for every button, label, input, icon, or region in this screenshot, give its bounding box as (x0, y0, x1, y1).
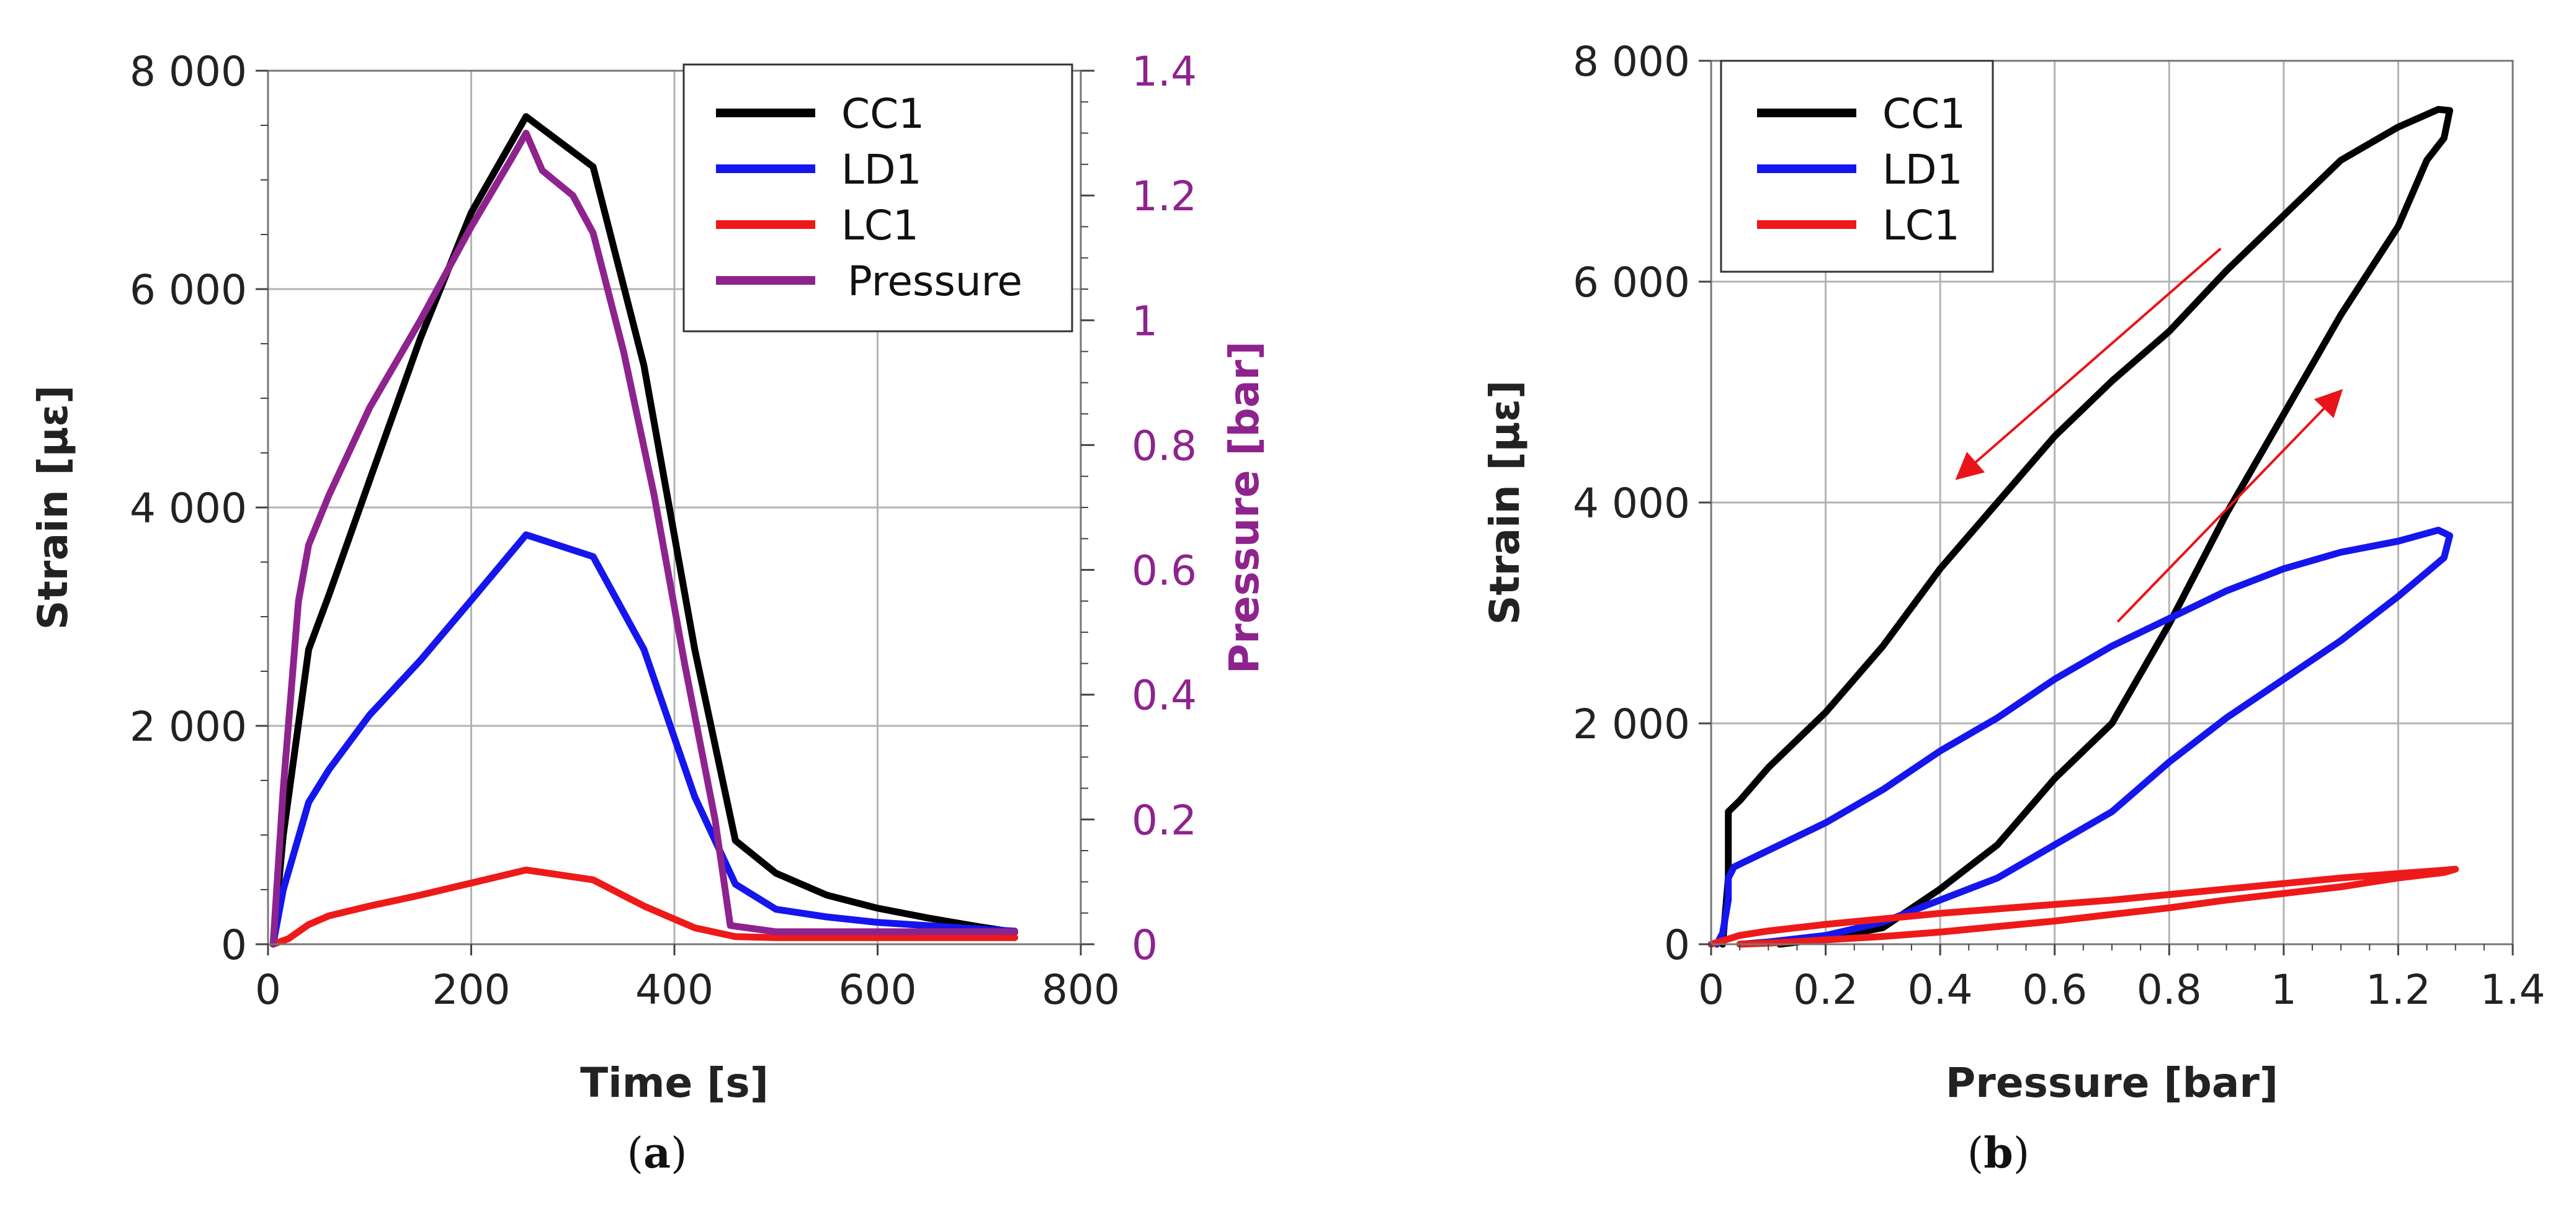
chart-b-x-tick-label: 1.2 (2366, 966, 2431, 1014)
chart-b-x-tick-label: 0 (1698, 966, 1724, 1014)
chart-a-y2-axis-title: Pressure [bar] (1220, 341, 1268, 674)
chart-b-x-axis-title: Pressure [bar] (1946, 1059, 2278, 1107)
chart-a-y-tick-label: 8 000 (130, 48, 247, 96)
chart-b-caption-letter: b (1983, 1128, 2013, 1178)
chart-b-x-tick-label: 1.4 (2480, 966, 2546, 1014)
chart-a-caption: (a) (627, 1128, 687, 1178)
chart-a-series-cc1 (269, 113, 1019, 948)
chart-a-y2-tick-label: 0 (1132, 921, 1158, 969)
chart-b-legend-label-ld1: LD1 (1882, 146, 1963, 194)
chart-a-y-tick-label: 6 000 (130, 266, 247, 314)
chart-b-x-tick-label: 0.6 (2022, 966, 2087, 1014)
chart-b: 0 0.2 0.4 0.6 0.8 1 1.2 1.4 0 2 000 4 000 6 000 8 00… (1481, 38, 2545, 1178)
chart-a-y2-tick-label: 1.2 (1132, 172, 1197, 220)
chart-b-y-tick-label: 0 (1664, 921, 1690, 969)
chart-b-x-tick-label: 0.4 (1908, 966, 1973, 1014)
chart-a-minor-ticks (261, 70, 1088, 945)
chart-a-legend-label-lc1: LC1 (841, 202, 919, 249)
chart-a-series-ld1 (269, 531, 1019, 948)
chart-b-legend-label-lc1: LC1 (1882, 202, 1960, 249)
chart-b-y-tick-label: 6 000 (1573, 259, 1690, 306)
chart-b-arrow-up-right (2116, 389, 2343, 623)
chart-b-series (1707, 105, 2459, 948)
chart-a-y2-tick-label: 1.4 (1132, 48, 1197, 96)
chart-a-y2-tick-label: 0.4 (1132, 672, 1197, 720)
chart-b-series-lc1 (1707, 865, 2459, 948)
chart-b-annotation-arrows (1955, 248, 2343, 623)
chart-a-legend-label-cc1: CC1 (841, 90, 924, 138)
chart-a-y-axis-title: Strain [με] (29, 385, 77, 630)
chart-b-series-ld1 (1713, 527, 2453, 948)
chart-b-y-tick-label: 4 000 (1573, 480, 1690, 527)
chart-a-legend-label-ld1: LD1 (841, 146, 922, 194)
chart-a-series (269, 113, 1019, 948)
chart-a-caption-letter: a (643, 1128, 671, 1178)
chart-a-series-lc1 (269, 866, 1019, 948)
chart-a-y2-tick-label: 0.6 (1132, 547, 1197, 595)
chart-a-y2-tick-label: 0.2 (1132, 797, 1197, 844)
chart-a-x-axis-title: Time [s] (580, 1059, 769, 1107)
chart-a-x-tick-label: 0 (255, 966, 281, 1014)
chart-a-x-tick-label: 400 (635, 966, 713, 1014)
chart-b-series-cc1 (1719, 105, 2453, 948)
chart-a-y2-tick-label: 1 (1132, 297, 1158, 345)
chart-a-y-tick-label: 2 000 (130, 703, 247, 751)
chart-b-x-tick-label: 1 (2271, 966, 2297, 1014)
chart-b-caption: (b) (1967, 1128, 2030, 1178)
chart-b-x-tick-label: 0.2 (1793, 966, 1858, 1014)
chart-a-legend-label-pressure: Pressure (847, 257, 1022, 305)
chart-a-x-tick-label: 200 (432, 966, 511, 1014)
chart-a-x-tick-label: 800 (1042, 966, 1120, 1014)
chart-b-arrow-down-left (1955, 248, 2222, 480)
chart-b-y-tick-label: 2 000 (1573, 700, 1690, 748)
chart-a-y-tick-label: 0 (221, 921, 247, 969)
chart-a-y-tick-label: 4 000 (130, 485, 247, 532)
chart-b-y-axis-title: Strain [με] (1481, 380, 1529, 625)
chart-a-legend: CC1 LD1 LC1 Pressure (682, 63, 1073, 333)
chart-a-x-tick-label: 600 (839, 966, 917, 1014)
chart-b-ticks: 0 0.2 0.4 0.6 0.8 1 1.2 1.4 0 2 000 4 000 6 000 8 00… (1573, 38, 2545, 1014)
chart-b-legend: CC1 LD1 LC1 (1720, 60, 1994, 273)
chart-b-x-tick-label: 0.8 (2137, 966, 2202, 1014)
chart-a-series-pressure (269, 130, 1019, 948)
chart-a-y2-tick-label: 0.8 (1132, 422, 1197, 470)
chart-b-legend-label-cc1: CC1 (1882, 90, 1966, 138)
chart-b-y-tick-label: 8 000 (1573, 38, 1690, 86)
